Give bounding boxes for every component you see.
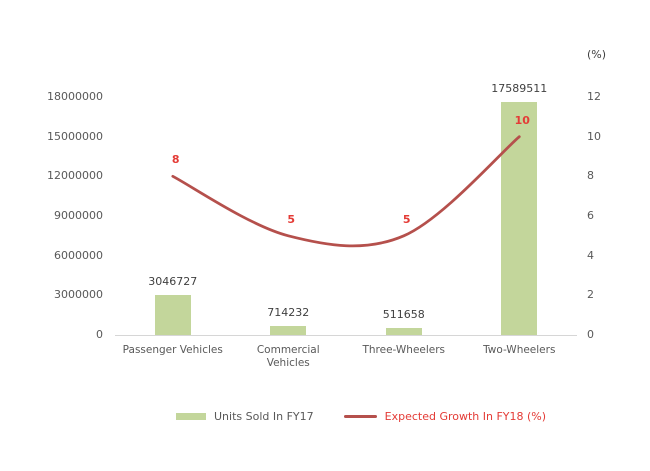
bar-value-label: 17589511	[491, 82, 548, 96]
right-axis-tick: 4	[587, 248, 594, 262]
x-axis-line	[115, 335, 577, 336]
left-axis-tick: 3000000	[54, 288, 103, 302]
left-axis-tick: 9000000	[54, 209, 103, 222]
bar-value-label: 511658	[382, 308, 425, 322]
left-axis-tick: 12000000	[47, 169, 103, 183]
line-point-label: 8	[171, 153, 180, 167]
line-series-swatch-icon	[343, 415, 377, 418]
growth-line	[171, 135, 521, 248]
legend-label-units-sold: Units Sold In FY17	[214, 410, 314, 423]
right-axis-title: (%)	[587, 48, 607, 61]
left-axis-tick: 18000000	[47, 90, 103, 103]
line-point-label: 5	[402, 212, 411, 226]
category-label: Commercial Vehicles	[256, 344, 320, 369]
right-axis-tick: 10	[587, 129, 601, 143]
bar-passenger-vehicles	[154, 294, 191, 335]
category-label: Passenger Vehicles	[122, 344, 223, 356]
legend-item-units-sold: Units Sold In FY17	[176, 410, 314, 423]
left-axis-tick: 0	[96, 328, 103, 341]
bar-value-label: 714232	[267, 305, 310, 319]
line-point-label: 10	[514, 113, 530, 127]
category-label: Three-Wheelers	[362, 344, 446, 356]
right-axis-tick: 6	[587, 209, 594, 222]
right-axis-tick: 2	[587, 288, 594, 302]
right-axis-tick: 0	[587, 328, 594, 341]
right-axis-tick: 12	[587, 90, 601, 103]
line-point-label: 5	[287, 212, 296, 226]
right-axis-tick: 8	[587, 169, 594, 183]
category-label: Two-Wheelers	[483, 344, 556, 356]
bar-three-wheelers	[385, 328, 422, 335]
bar-series-swatch-icon	[176, 413, 206, 420]
legend: Units Sold In FY17 Expected Growth In FY…	[176, 410, 546, 423]
left-axis-tick: 6000000	[54, 248, 103, 262]
bar-value-label: 3046727	[148, 274, 198, 288]
legend-label-expected-growth: Expected Growth In FY18 (%)	[384, 410, 547, 423]
bar-commercial-vehicles	[270, 325, 307, 335]
bar-two-wheelers	[501, 102, 538, 335]
left-axis-tick: 15000000	[47, 129, 103, 143]
legend-item-expected-growth: Expected Growth In FY18 (%)	[343, 410, 547, 423]
